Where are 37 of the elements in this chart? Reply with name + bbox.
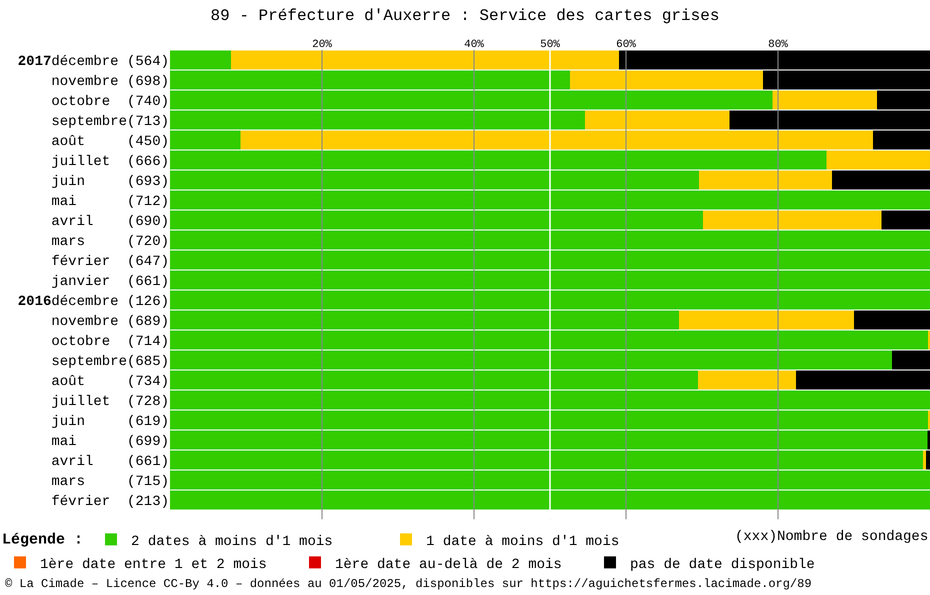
y-tick-label: juin (619) bbox=[18, 414, 169, 430]
legend-label: 1ère date entre 1 et 2 mois bbox=[40, 556, 267, 573]
y-tick-label: février (213) bbox=[18, 494, 169, 510]
y-tick-label: juillet (666) bbox=[18, 154, 169, 170]
y-tick-label: 2016décembre (126) bbox=[18, 294, 169, 310]
text: © La Cimade – Licence CC-By 4.0 – données au 01/05/2025, disponibles sur https://aguichetsfermes.lacimade.org/89 bbox=[5, 577, 812, 591]
legend-label: 2 dates à moins d'1 mois bbox=[131, 534, 333, 550]
y-tick-label: août (734) bbox=[18, 374, 169, 390]
x-tick-label: 40% bbox=[464, 38, 484, 51]
y-tick-label: avril (661) bbox=[18, 454, 169, 470]
y-tick-label: mai (712) bbox=[18, 194, 169, 210]
x-tick-label: 50% bbox=[540, 38, 560, 51]
y-tick-label: juin (693) bbox=[18, 174, 169, 190]
y-tick-label: juillet (728) bbox=[18, 394, 169, 410]
y-tick-label: mars (715) bbox=[18, 474, 169, 490]
x-tick-label: 80% bbox=[768, 38, 788, 51]
text: (xxx)Nombre de sondages bbox=[735, 529, 928, 545]
x-tick-label: 20% bbox=[312, 38, 332, 51]
y-tick-label: mars (720) bbox=[18, 234, 169, 250]
y-tick-label: septembre(685) bbox=[18, 354, 169, 370]
y-tick-label: novembre (689) bbox=[18, 314, 169, 330]
y-tick-label: octobre (740) bbox=[18, 94, 169, 110]
y-tick-label: octobre (714) bbox=[18, 334, 169, 350]
y-tick-label: avril (690) bbox=[18, 214, 169, 230]
legend-label: 1ère date au-delà de 2 mois bbox=[335, 556, 562, 573]
y-tick-label: février (647) bbox=[18, 254, 169, 270]
chart-title: 89 - Préfecture d'Auxerre : Service des cartes grises bbox=[210, 7, 720, 26]
x-tick-label: 60% bbox=[616, 38, 636, 51]
y-tick-label: novembre (698) bbox=[18, 74, 169, 90]
y-tick-label: 2017décembre (564) bbox=[18, 54, 169, 70]
legend-label: pas de date disponible bbox=[630, 556, 815, 573]
legend-label: 1 date à moins d'1 mois bbox=[426, 534, 620, 550]
y-tick-label: août (450) bbox=[18, 134, 169, 150]
legend-title: Légende : bbox=[2, 531, 84, 548]
y-tick-label: janvier (661) bbox=[18, 274, 169, 290]
y-tick-label: mai (699) bbox=[18, 434, 169, 450]
y-tick-label: septembre(713) bbox=[18, 114, 169, 130]
